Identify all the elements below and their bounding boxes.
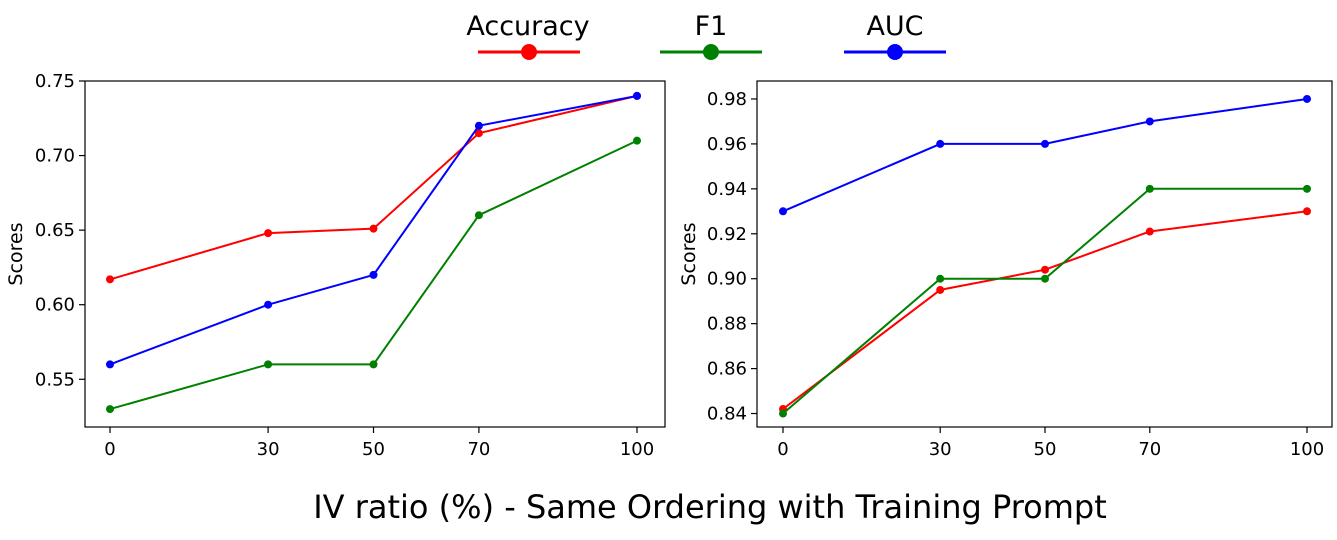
data-point-accuracy (1041, 265, 1049, 274)
data-point-f1 (1303, 184, 1311, 193)
data-point-f1 (264, 360, 273, 369)
data-point-f1 (936, 274, 945, 283)
data-point-f1 (779, 409, 787, 418)
y-tick-label: 0.84 (707, 404, 747, 425)
data-point-f1 (474, 211, 483, 220)
data-point-f1 (1145, 184, 1154, 193)
x-tick-label: 70 (1138, 439, 1161, 460)
data-point-auc (1041, 139, 1049, 148)
data-point-accuracy (936, 285, 945, 294)
x-tick-label: 30 (257, 439, 280, 460)
data-point-f1 (106, 405, 114, 414)
data-point-auc (779, 207, 787, 216)
data-point-auc (474, 121, 483, 130)
y-tick-label: 0.88 (707, 314, 747, 335)
y-tick-label: 0.86 (707, 359, 747, 380)
data-point-auc (1303, 94, 1311, 103)
y-axis-title: Scores (5, 222, 27, 285)
plot-frame (84, 80, 666, 428)
y-axis-title: Scores (678, 222, 700, 285)
y-tick-label: 0.90 (707, 269, 747, 290)
right-chart: 0 30 50 70 100 0.84 0.86 0.88 0.90 0.92 0.94 0.96 0.… (678, 80, 1333, 460)
y-tick-label: 0.75 (35, 71, 75, 92)
y-tick-label: 0.98 (707, 89, 747, 110)
legend-marker-f1 (703, 44, 719, 60)
y-tick-label: 0.96 (707, 134, 747, 155)
data-point-accuracy (264, 229, 273, 238)
legend-marker-accuracy (521, 44, 537, 60)
series-line-accuracy (109, 94, 638, 281)
data-point-auc (633, 91, 641, 100)
x-tick-label: 100 (620, 439, 654, 460)
x-tick-label: 0 (104, 439, 115, 460)
data-point-auc (1145, 117, 1154, 126)
data-point-auc (369, 270, 378, 279)
data-point-accuracy (369, 224, 378, 233)
legend-item-accuracy: Accuracy (466, 11, 590, 60)
x-tick-label: 70 (467, 439, 490, 460)
legend: Accuracy F1 AUC (466, 11, 946, 60)
y-tick-label: 0.55 (35, 369, 75, 390)
legend-marker-auc (887, 44, 903, 60)
data-point-auc (106, 360, 114, 369)
data-point-accuracy (1145, 227, 1154, 236)
legend-label-accuracy: Accuracy (466, 11, 589, 42)
legend-item-f1: F1 (660, 11, 762, 60)
y-tick-label: 0.70 (35, 146, 75, 167)
data-point-accuracy (106, 275, 114, 284)
series-line-f1 (782, 187, 1307, 415)
x-tick-label: 30 (929, 439, 952, 460)
data-point-f1 (1041, 274, 1049, 283)
series-line-auc (782, 98, 1308, 213)
x-tick-label: 0 (777, 439, 788, 460)
legend-item-auc: AUC (844, 11, 946, 60)
legend-label-auc: AUC (866, 11, 923, 42)
data-point-f1 (369, 360, 378, 369)
data-point-auc (264, 300, 273, 309)
y-tick-label: 0.92 (707, 224, 747, 245)
y-tick-label: 0.94 (707, 179, 747, 200)
x-tick-label: 50 (1034, 439, 1057, 460)
data-point-f1 (633, 136, 641, 145)
y-tick-label: 0.65 (35, 220, 75, 241)
data-point-auc (936, 139, 945, 148)
data-point-accuracy (1303, 207, 1311, 216)
plot-frame (756, 80, 1333, 428)
x-tick-label: 100 (1290, 439, 1324, 460)
legend-label-f1: F1 (695, 11, 728, 42)
x-tick-label: 50 (362, 439, 385, 460)
y-tick-label: 0.60 (35, 295, 75, 316)
left-chart: 0 30 50 70 100 0.55 0.60 0.65 0.70 0.75 Scores (5, 71, 666, 460)
data-point-accuracy (474, 129, 483, 138)
series-line-accuracy (782, 210, 1308, 410)
figure-xlabel: IV ratio (%) - Same Ordering with Traini… (313, 488, 1107, 526)
